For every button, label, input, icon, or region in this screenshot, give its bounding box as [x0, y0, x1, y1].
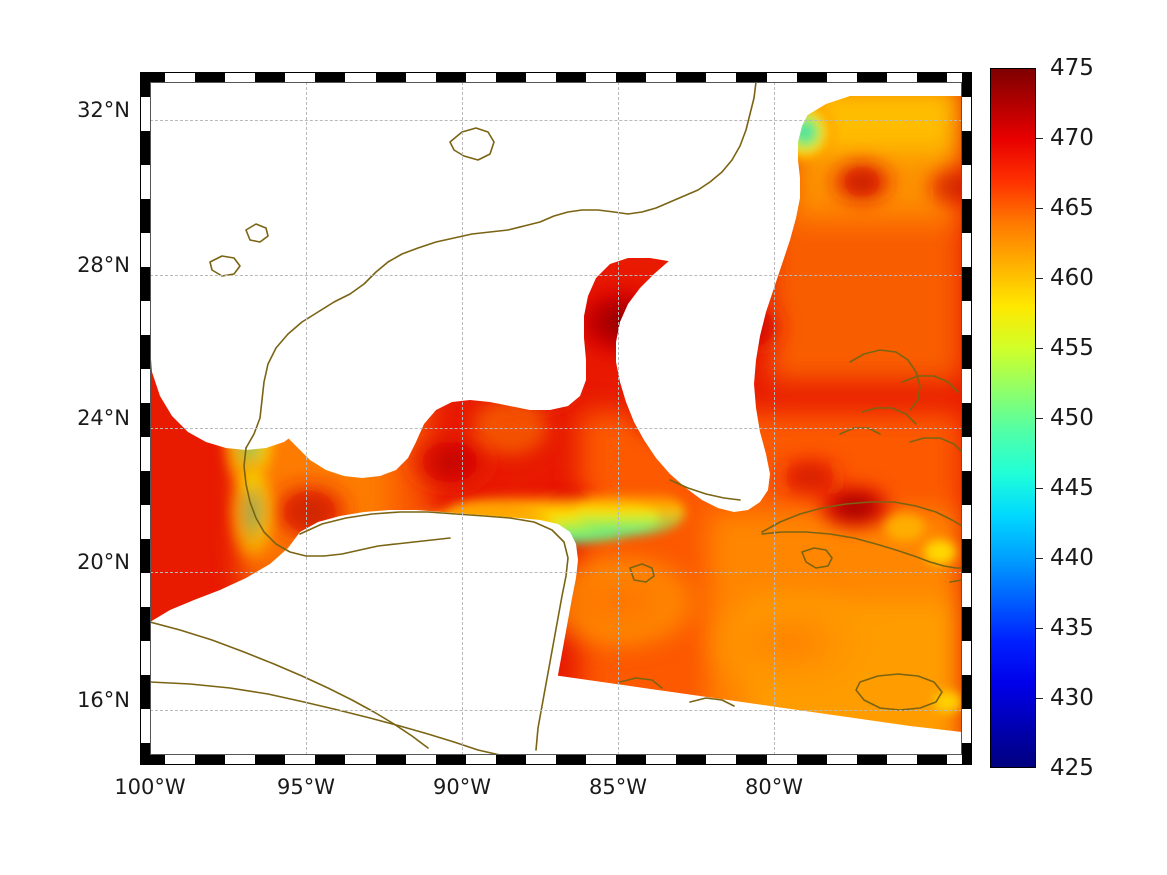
gridline-lon-80: [774, 82, 775, 755]
lon-tick-95: 95°W: [277, 775, 335, 799]
colorbar-tick-440: [1036, 558, 1043, 559]
mask-southern-nodata: [150, 638, 962, 755]
map-border-right: [962, 72, 972, 765]
colorbar-tick-455: [1036, 348, 1043, 349]
colorbar-tick-435: [1036, 628, 1043, 629]
colorbar-label-425: 425: [1050, 755, 1094, 781]
colorbar-label-450: 450: [1050, 405, 1094, 431]
colorbar-label-445: 445: [1050, 475, 1094, 501]
gridline-lat-16: [150, 710, 962, 711]
map-frame: [140, 72, 972, 765]
gridline-lon-100: [150, 82, 151, 755]
map-data-area: [150, 82, 962, 755]
colorbar-tick-470: [1036, 138, 1043, 139]
colorbar-tick-465: [1036, 208, 1043, 209]
lat-tick-24: 24°N: [77, 406, 130, 430]
gridline-lon-95: [306, 82, 307, 755]
lon-tick-100: 100°W: [114, 775, 186, 799]
colorbar-tick-430: [1036, 698, 1043, 699]
gridline-lon-85: [618, 82, 619, 755]
colorbar-label-440: 440: [1050, 545, 1094, 571]
colorbar-label-475: 475: [1050, 55, 1094, 81]
lat-tick-32: 32°N: [77, 98, 130, 122]
colorbar-label-470: 470: [1050, 125, 1094, 151]
lat-tick-20: 20°N: [77, 550, 130, 574]
colorbar-gradient: [990, 68, 1036, 768]
gridline-lat-24: [150, 428, 962, 429]
colorbar-label-435: 435: [1050, 615, 1094, 641]
mask-florida: [616, 82, 818, 512]
map-border-left: [140, 72, 150, 765]
lon-tick-80: 80°W: [745, 775, 803, 799]
lon-tick-85: 85°W: [589, 775, 647, 799]
colorbar-tick-460: [1036, 278, 1043, 279]
gridline-lat-28: [150, 275, 962, 276]
colorbar: 425 430 435 440 445 450 455 460 465 470 475: [990, 55, 1094, 781]
lat-tick-16: 16°N: [77, 688, 130, 712]
gridline-lat-32: [150, 120, 962, 121]
colorbar-tick-450: [1036, 418, 1043, 419]
coastlines: [150, 82, 962, 755]
map-border-top: [140, 72, 972, 82]
lat-tick-28: 28°N: [77, 253, 130, 277]
gridline-lon-90: [462, 82, 463, 755]
colorbar-label-455: 455: [1050, 335, 1094, 361]
lon-tick-90: 90°W: [433, 775, 491, 799]
colorbar-tick-445: [1036, 488, 1043, 489]
gridline-lat-20: [150, 572, 962, 573]
map-field-svg: [150, 82, 962, 755]
colorbar-label-430: 430: [1050, 685, 1094, 711]
colorbar-label-460: 460: [1050, 265, 1094, 291]
colorbar-label-465: 465: [1050, 195, 1094, 221]
map-border-bottom: [140, 755, 972, 765]
